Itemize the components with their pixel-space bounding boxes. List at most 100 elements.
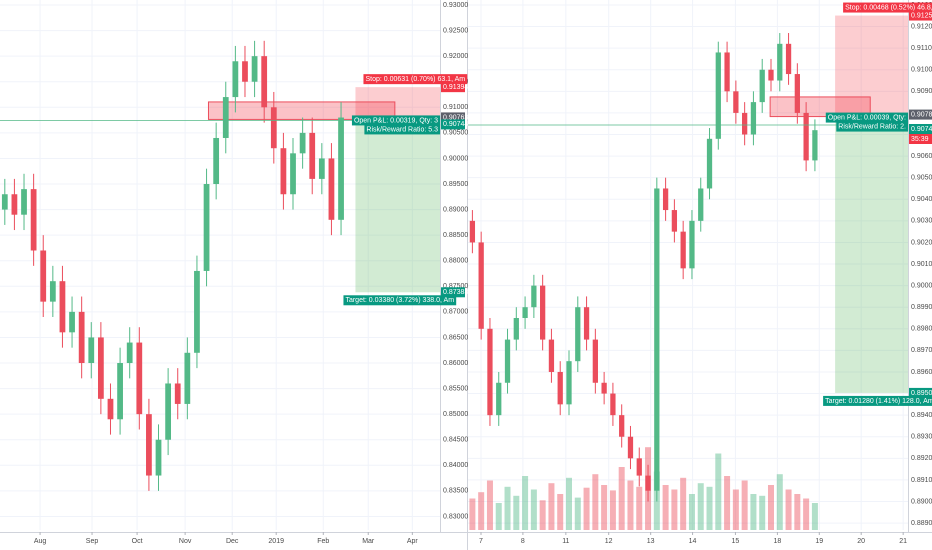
candle-body [759, 69, 765, 103]
x-tick-label: 20 [857, 538, 865, 545]
label-bg [364, 124, 441, 135]
volume-bar [671, 489, 678, 530]
x-tick-label: 2019 [268, 538, 284, 545]
candle-body [117, 363, 123, 420]
y-tick-label: 0.89000 [443, 206, 468, 213]
y-tick-label: 0.87500 [443, 283, 468, 290]
candle-body [777, 43, 783, 81]
y-tick-label: 0.90500 [443, 130, 468, 137]
y-tick-label: 0.84500 [443, 437, 468, 444]
volume-bar [803, 498, 810, 530]
y-tick-label: 0.92500 [443, 27, 468, 34]
stop-price-label-bg [909, 10, 932, 21]
x-tick-label: Sep [86, 538, 99, 545]
x-tick-label: 14 [689, 538, 697, 545]
countdown-bg [909, 133, 932, 144]
candle-body [280, 148, 287, 195]
volume-bar [478, 492, 485, 530]
y-tick-label: 0.90000 [443, 155, 468, 162]
y-tick-label: 0.84000 [443, 462, 468, 469]
y-tick-label: 0.86500 [443, 334, 468, 341]
candle-body [513, 318, 519, 340]
candle-body [610, 393, 616, 416]
volume-bar [486, 480, 493, 530]
candle-body [680, 231, 686, 269]
volume-bar [601, 485, 608, 530]
y-tick-label: 0.89500 [443, 181, 468, 188]
candle-body [794, 74, 800, 113]
label-text: Open P&L: 0.00039, Qty: [828, 114, 906, 121]
x-tick-label: 8 [521, 538, 525, 545]
entry-price-label: 0.90763 [443, 114, 468, 121]
volume-bar [732, 489, 739, 530]
candle-body [575, 307, 581, 362]
candle-body [299, 132, 306, 154]
x-tick-label: Feb [317, 538, 329, 545]
plot-area [468, 0, 908, 530]
volume-bar [662, 485, 669, 530]
candle-body [184, 352, 191, 404]
y-tick-label: 0.88500 [443, 232, 468, 239]
x-tick-label: 21 [899, 538, 907, 545]
volume-bar [697, 483, 704, 530]
candle-body [522, 307, 528, 318]
candle-body [11, 194, 18, 215]
volume-bar [776, 474, 783, 530]
candle-body [496, 382, 502, 416]
candle-body [165, 383, 172, 440]
label-bg [843, 2, 932, 13]
candle-body [785, 43, 792, 75]
y-tick-label: 0.90500 [911, 175, 932, 182]
y-tick-label: 0.88000 [443, 258, 468, 265]
candle-body [645, 475, 651, 491]
volume-bar [759, 495, 766, 530]
candle-body [126, 342, 133, 364]
candle-body [671, 210, 678, 232]
candle-body [88, 337, 95, 364]
target-price-label-bg [909, 387, 932, 398]
label-bg [351, 115, 441, 126]
candle-body [309, 132, 316, 179]
volume-bar [741, 480, 748, 530]
candle-body [654, 188, 660, 491]
candle-body [812, 130, 818, 161]
volume-bar [724, 476, 731, 530]
last-price-label-bg [441, 119, 465, 130]
volume-bar [539, 500, 546, 530]
y-tick-label: 0.91000 [443, 104, 468, 111]
candle-body [478, 242, 484, 329]
candle-body [78, 311, 85, 364]
y-tick-label: 0.91000 [911, 67, 932, 74]
x-tick-label: 19 [815, 538, 823, 545]
target-zone [355, 119, 440, 293]
candle-body [328, 158, 335, 220]
entry-price-label: 0.90783 [911, 111, 932, 118]
plot [468, 0, 908, 530]
volume-bar [706, 486, 713, 530]
target-zone [835, 116, 908, 393]
label-bg [363, 74, 468, 85]
x-tick-label: 11 [562, 538, 569, 545]
volume-bar [767, 485, 774, 530]
candle-body [662, 188, 669, 211]
label-text: Risk/Reward Ratio: 2. [838, 123, 906, 130]
entry-price-label-bg [441, 112, 465, 123]
plot [0, 0, 440, 530]
candle-body [97, 337, 104, 399]
candle-body [203, 184, 210, 271]
label-bg [343, 295, 457, 306]
candle-body [194, 270, 200, 353]
candle-body [583, 307, 590, 340]
candle-body [21, 189, 27, 215]
candle-body [715, 52, 721, 139]
